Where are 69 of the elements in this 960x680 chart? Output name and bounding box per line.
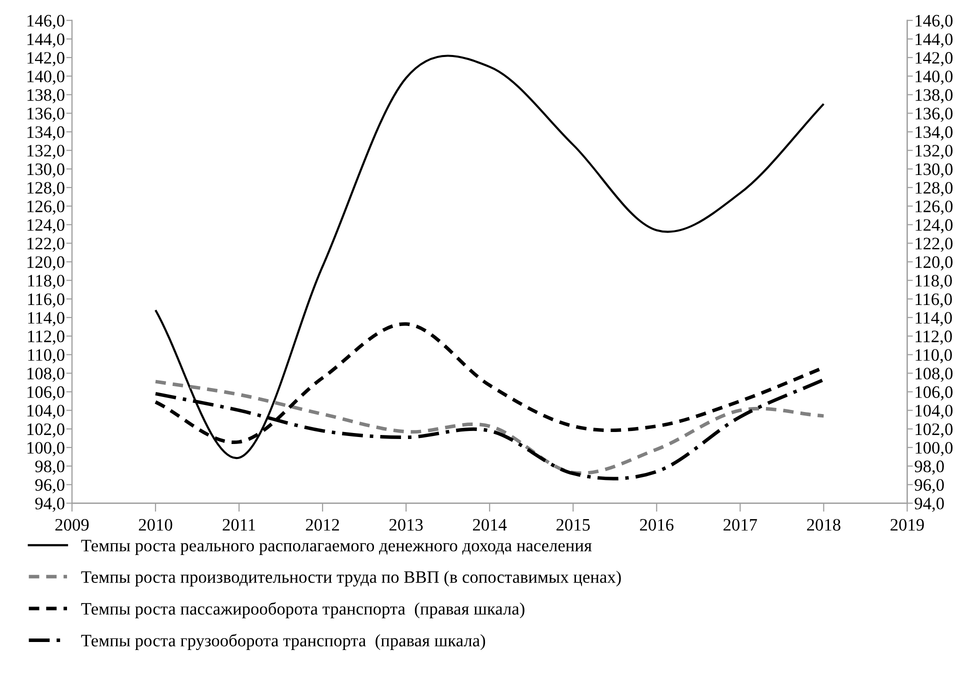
x-tick-label: 2013 bbox=[389, 518, 423, 531]
y-tick-label: 138,0 bbox=[28, 89, 64, 104]
y2-tick-label: 124,0 bbox=[916, 219, 953, 234]
y2-tick-label: 94,0 bbox=[914, 498, 944, 512]
y2-tick-label: 116,0 bbox=[916, 293, 952, 308]
y-tick-label: 104,0 bbox=[28, 404, 64, 420]
y2-tick-label: 110,0 bbox=[916, 349, 952, 364]
x-tick-label: 2012 bbox=[306, 518, 339, 531]
y2-tick-label: 98,0 bbox=[914, 460, 944, 475]
x-tick-label: 2009 bbox=[55, 518, 89, 531]
y-tick-label: 122,0 bbox=[28, 238, 64, 252]
y-tick-label: 126,0 bbox=[28, 200, 64, 215]
y2-tick-label: 102,0 bbox=[916, 423, 953, 438]
y2-tick-label: 146,0 bbox=[916, 14, 953, 30]
y2-tick-label: 112,0 bbox=[916, 330, 952, 345]
y2-tick-label: 126,0 bbox=[916, 200, 953, 215]
y-tick-label: 140,0 bbox=[28, 70, 64, 85]
x-tick-label: 2018 bbox=[807, 518, 840, 531]
x-tick-label: 2016 bbox=[640, 518, 674, 531]
y-tick-label: 130,0 bbox=[28, 163, 64, 178]
x-tick-label: 2015 bbox=[556, 518, 590, 531]
y2-tick-label: 130,0 bbox=[916, 163, 953, 178]
y-tick-label: 106,0 bbox=[28, 386, 64, 400]
y2-tick-label: 120,0 bbox=[916, 256, 953, 270]
legend-label: Темпы роста грузооборота транспорта (правая шкала) bbox=[81, 634, 486, 650]
y2-tick-label: 114,0 bbox=[916, 312, 952, 326]
y-tick-label: 132,0 bbox=[28, 144, 64, 160]
y2-tick-label: 106,0 bbox=[916, 386, 953, 400]
y2-tick-label: 142,0 bbox=[916, 52, 953, 66]
y2-tick-label: 128,0 bbox=[916, 182, 953, 196]
y-tick-label: 118,0 bbox=[28, 274, 64, 290]
x-tick-label: 2017 bbox=[724, 518, 758, 531]
y2-tick-label: 138,0 bbox=[916, 89, 953, 104]
y2-tick-label: 118,0 bbox=[916, 274, 952, 290]
y2-tick-label: 134,0 bbox=[916, 126, 953, 141]
x-tick-label: 2011 bbox=[222, 518, 256, 531]
x-tick-label: 2010 bbox=[138, 518, 172, 531]
y2-tick-label: 132,0 bbox=[916, 144, 953, 160]
y2-tick-label: 100,0 bbox=[916, 442, 953, 456]
y2-tick-label: 144,0 bbox=[916, 33, 953, 48]
y-tick-label: 128,0 bbox=[28, 182, 64, 196]
y2-tick-label: 108,0 bbox=[916, 368, 953, 382]
y-tick-label: 98,0 bbox=[35, 460, 64, 475]
y-tick-label: 144,0 bbox=[28, 33, 64, 48]
y2-tick-label: 122,0 bbox=[916, 238, 953, 252]
y2-tick-label: 140,0 bbox=[916, 70, 953, 85]
y-tick-label: 108,0 bbox=[28, 368, 64, 382]
legend-label: Темпы роста производительности труда по ВВП (в сопоставимых ценах) bbox=[81, 570, 621, 586]
y-tick-label: 120,0 bbox=[28, 256, 64, 270]
y-tick-label: 134,0 bbox=[28, 126, 64, 141]
y2-tick-label: 104,0 bbox=[916, 404, 953, 420]
y-tick-label: 136,0 bbox=[28, 108, 64, 122]
y2-tick-label: 136,0 bbox=[916, 108, 953, 122]
legend-label: Темпы роста пассажирооборота транспорта (правая шкала) bbox=[81, 602, 524, 618]
y-tick-label: 112,0 bbox=[28, 330, 64, 345]
y-tick-label: 116,0 bbox=[28, 293, 64, 308]
x-tick-label: 2014 bbox=[473, 518, 507, 531]
x-tick-label: 2019 bbox=[890, 518, 924, 531]
y-tick-label: 114,0 bbox=[28, 312, 64, 326]
y-tick-label: 110,0 bbox=[28, 349, 64, 364]
y2-tick-label: 96,0 bbox=[914, 479, 944, 494]
y-tick-label: 142,0 bbox=[28, 52, 64, 66]
y-tick-label: 146,0 bbox=[28, 14, 64, 30]
y-tick-label: 96,0 bbox=[35, 479, 64, 494]
legend-label: Темпы роста реального располагаемого денежного дохода населения bbox=[81, 540, 592, 555]
y-tick-label: 94,0 bbox=[35, 498, 64, 512]
y-tick-label: 100,0 bbox=[28, 442, 64, 456]
y-tick-label: 124,0 bbox=[28, 219, 64, 234]
y-tick-label: 102,0 bbox=[28, 423, 64, 438]
